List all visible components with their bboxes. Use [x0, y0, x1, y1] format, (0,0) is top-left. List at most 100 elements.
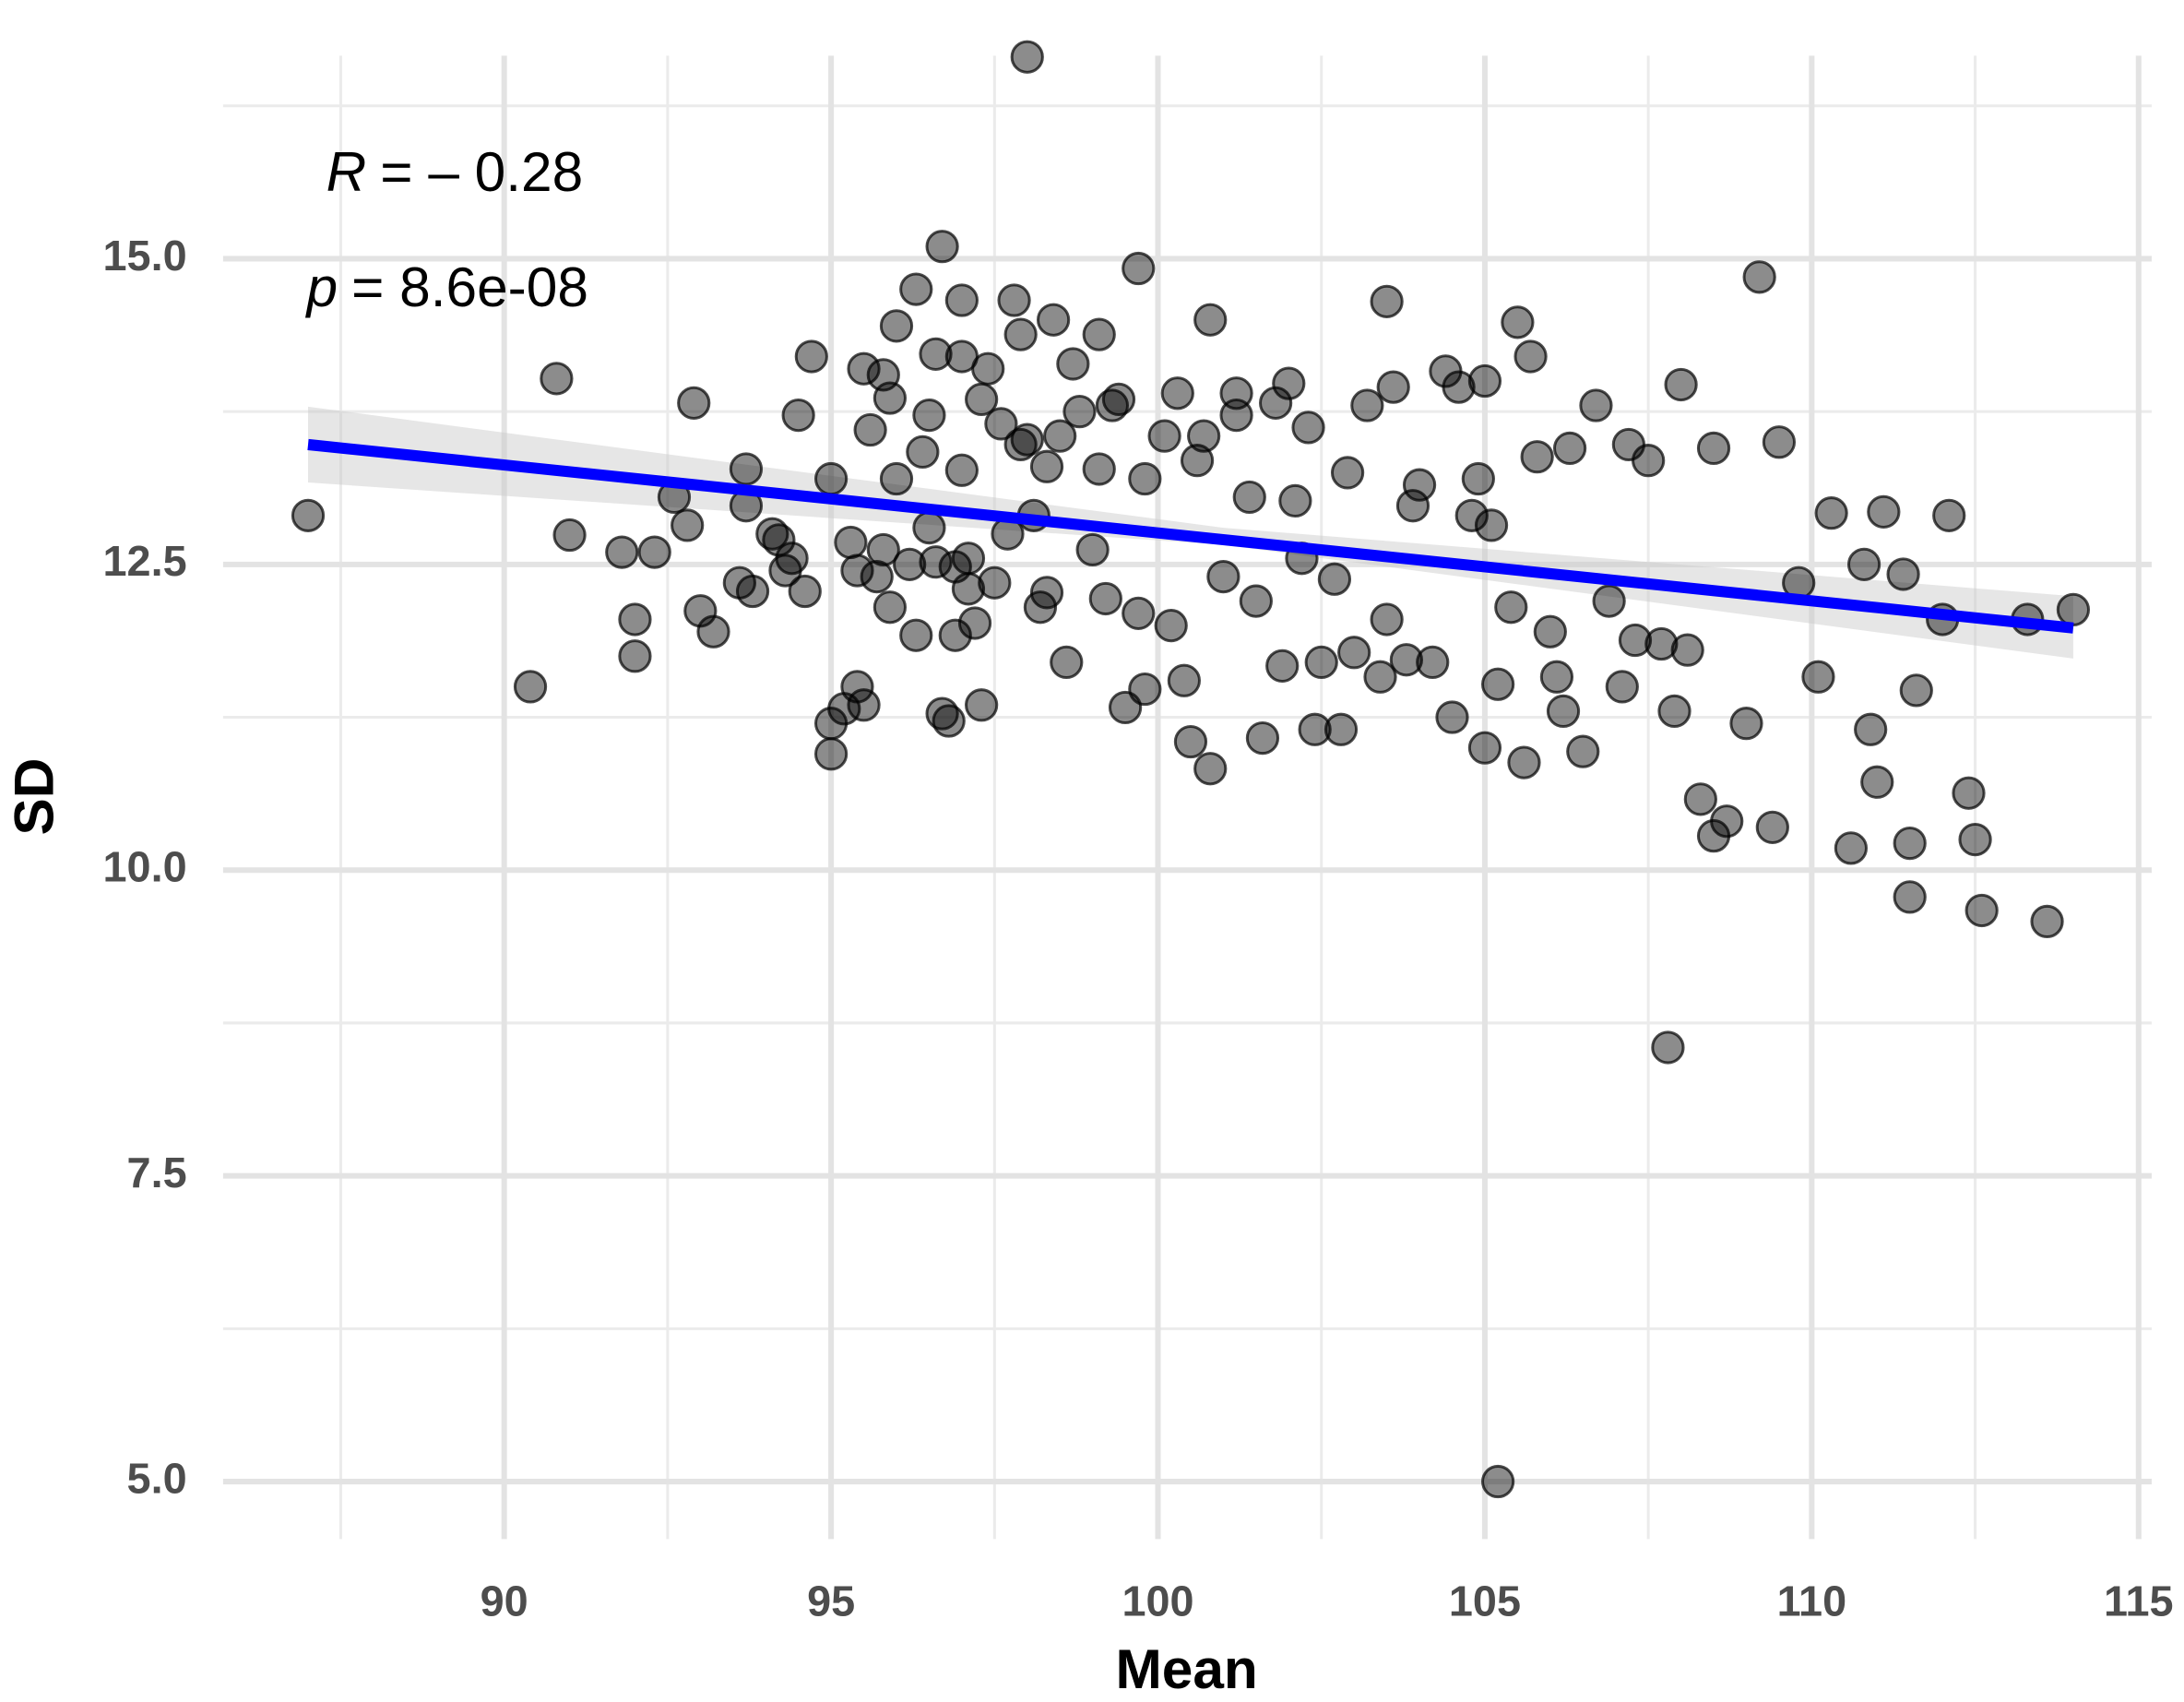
point	[1579, 388, 1613, 423]
point	[1846, 547, 1881, 581]
x-tick-label: 105	[1449, 1577, 1521, 1625]
x-tick-label: 100	[1122, 1577, 1193, 1625]
point	[729, 452, 764, 486]
point	[1435, 700, 1469, 734]
point	[1474, 508, 1509, 542]
point	[1317, 562, 1352, 596]
point	[1854, 712, 1888, 746]
y-tick-label: 10.0	[103, 843, 187, 891]
x-tick-label: 90	[481, 1577, 528, 1625]
point	[813, 737, 849, 771]
point	[781, 399, 815, 433]
point	[775, 542, 809, 576]
point	[932, 704, 966, 738]
y-axis-title: SD	[3, 758, 65, 836]
point	[1834, 831, 1869, 865]
point	[2030, 904, 2064, 939]
y-tick-label: 5.0	[127, 1454, 187, 1502]
point	[1245, 720, 1280, 756]
point	[847, 688, 881, 722]
point	[1964, 893, 1999, 928]
point	[1520, 440, 1554, 474]
annotation-text: = 8.6e-08	[351, 256, 588, 318]
point	[1657, 694, 1691, 729]
point	[1056, 347, 1090, 381]
x-tick-label: 95	[807, 1577, 855, 1625]
point	[1337, 636, 1371, 670]
y-tick-label: 15.0	[103, 232, 187, 280]
point	[1010, 423, 1044, 457]
point	[1167, 663, 1201, 697]
point	[677, 386, 711, 420]
point	[866, 532, 900, 567]
point	[1494, 590, 1528, 625]
point	[696, 614, 730, 649]
point	[1193, 752, 1228, 786]
point	[919, 337, 953, 371]
point	[978, 565, 1012, 600]
point	[971, 351, 1005, 386]
point	[1899, 673, 1933, 708]
point	[1128, 461, 1162, 496]
point	[1363, 660, 1397, 694]
point	[1154, 609, 1188, 643]
point	[1867, 494, 1901, 529]
point	[879, 309, 914, 343]
point	[291, 498, 326, 532]
point	[735, 574, 770, 609]
point	[1101, 382, 1136, 417]
point	[1402, 468, 1437, 502]
point	[1644, 626, 1679, 661]
point	[1278, 483, 1312, 518]
point	[1219, 399, 1253, 433]
x-axis-title: Mean	[1116, 1637, 1258, 1700]
point	[1893, 880, 1927, 914]
point	[1029, 576, 1064, 610]
point	[1683, 782, 1717, 816]
point	[1507, 745, 1541, 780]
point	[1886, 557, 1920, 591]
point	[872, 590, 908, 625]
y-tick-label: 7.5	[127, 1149, 187, 1196]
point	[1239, 584, 1273, 618]
point	[1952, 776, 1986, 810]
point	[1265, 649, 1300, 683]
point	[1232, 480, 1266, 515]
point	[938, 618, 972, 652]
point	[1632, 444, 1666, 478]
point	[1376, 370, 1410, 404]
point	[1370, 602, 1404, 637]
point	[1272, 366, 1306, 400]
point	[1696, 431, 1731, 466]
point	[813, 461, 849, 496]
point	[1454, 498, 1489, 532]
point	[860, 559, 894, 594]
point	[1147, 419, 1181, 453]
point	[1893, 826, 1927, 861]
point	[951, 542, 986, 576]
point	[1461, 461, 1495, 496]
point	[1036, 303, 1071, 337]
point	[1050, 645, 1084, 680]
point	[552, 518, 587, 553]
x-tick-label: 110	[1777, 1577, 1847, 1625]
point	[1370, 284, 1404, 318]
point	[1552, 431, 1587, 466]
point	[893, 547, 927, 581]
point	[1291, 411, 1325, 445]
point	[1651, 1030, 1685, 1065]
point	[540, 362, 574, 396]
point	[1755, 810, 1789, 844]
point	[925, 230, 959, 264]
point	[1160, 376, 1194, 411]
point	[1762, 425, 1797, 459]
point	[1003, 317, 1038, 351]
point	[1298, 712, 1332, 746]
point	[513, 670, 548, 704]
point	[605, 535, 639, 569]
point	[1932, 498, 1966, 532]
annotation-text: = – 0.28	[380, 140, 583, 203]
point	[1729, 707, 1763, 741]
point	[1075, 532, 1110, 567]
point	[1592, 584, 1626, 618]
